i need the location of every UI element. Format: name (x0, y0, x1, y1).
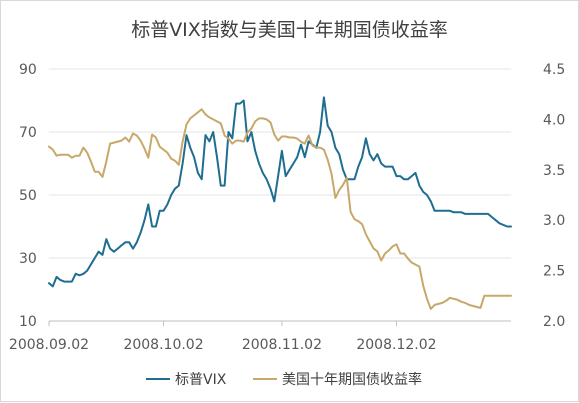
legend-label-2: 美国十年期国债收益率 (282, 371, 422, 388)
x-tick-label: 2008.09.02 (9, 337, 89, 353)
x-tick-label: 2008.12.02 (356, 337, 436, 353)
y-right-tick-label: 3.5 (543, 163, 565, 179)
x-tick-label: 2008.11.02 (242, 337, 322, 353)
y-left-tick-label: 10 (19, 314, 37, 330)
legend-label-1: 标普VIX (175, 372, 227, 388)
series-line-2 (48, 108, 512, 310)
y-right-tick-label: 4.5 (543, 62, 565, 78)
y-right-tick-label: 2.5 (543, 264, 565, 280)
y-right-tick-label: 3.0 (543, 213, 565, 229)
y-right-tick-label: 2.0 (543, 314, 565, 330)
y-left-tick-label: 50 (19, 188, 37, 204)
y-left-tick-label: 30 (19, 251, 37, 267)
chart-title: 标普VIX指数与美国十年期国债收益率 (131, 19, 448, 41)
series-line-1 (48, 96, 512, 288)
x-tick-label: 2008.10.02 (123, 337, 203, 353)
y-right-tick-label: 4.0 (543, 112, 565, 128)
y-left-tick-label: 70 (19, 125, 37, 141)
y-left-tick-label: 90 (19, 62, 37, 78)
